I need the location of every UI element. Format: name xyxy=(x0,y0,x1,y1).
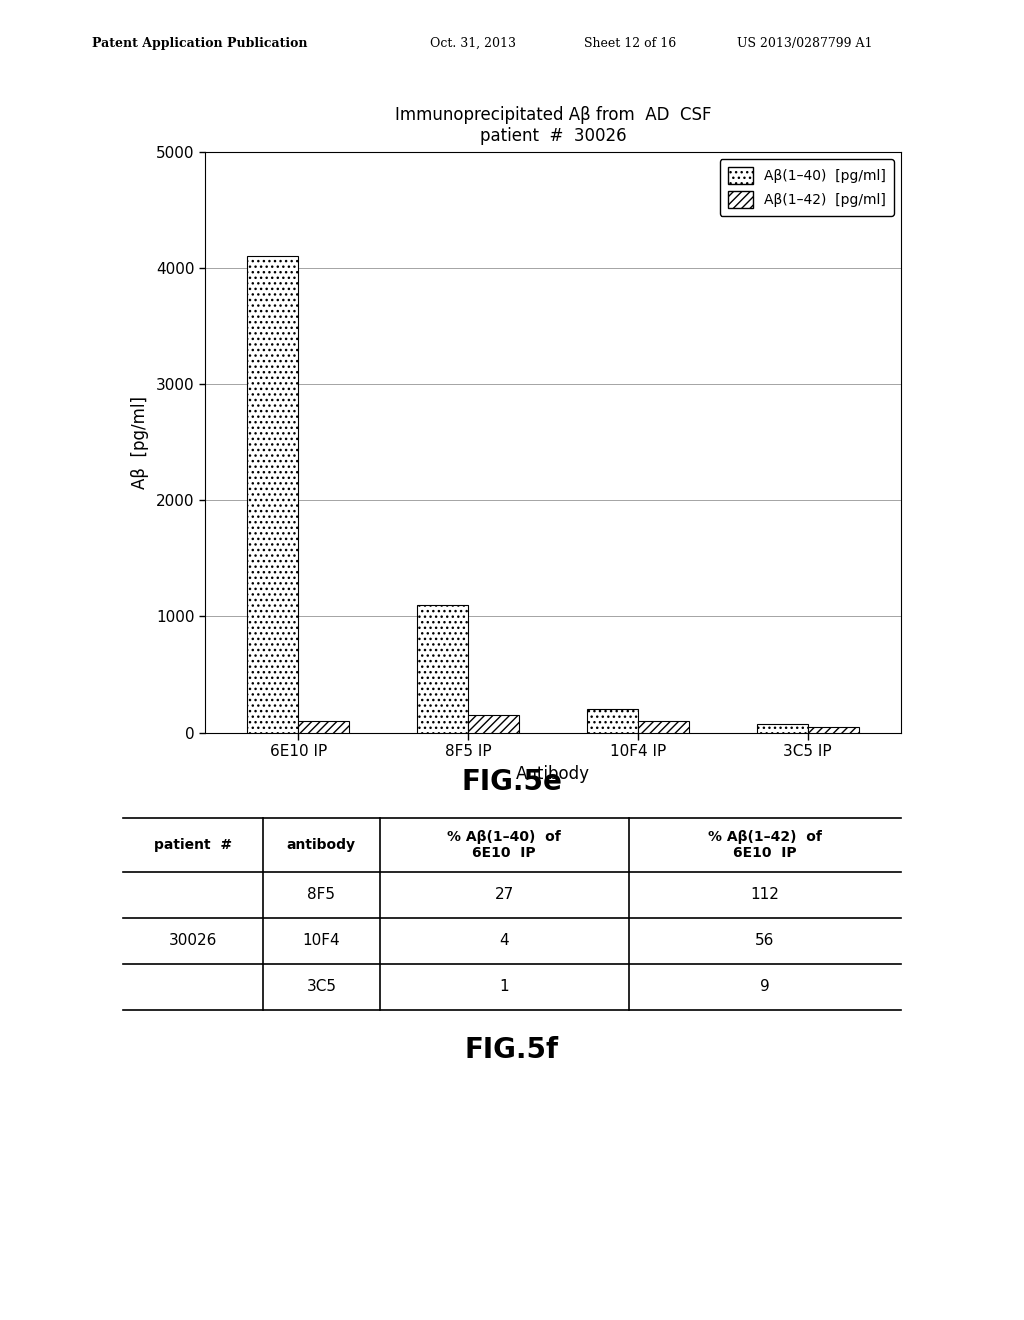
Text: Sheet 12 of 16: Sheet 12 of 16 xyxy=(584,37,676,50)
Text: US 2013/0287799 A1: US 2013/0287799 A1 xyxy=(737,37,872,50)
Text: % Aβ(1–40)  of
6E10  IP: % Aβ(1–40) of 6E10 IP xyxy=(447,830,561,861)
Text: 1: 1 xyxy=(500,979,509,994)
Text: 56: 56 xyxy=(756,933,774,948)
Text: Oct. 31, 2013: Oct. 31, 2013 xyxy=(430,37,516,50)
Bar xyxy=(417,605,468,733)
X-axis label: Antibody: Antibody xyxy=(516,766,590,783)
Bar xyxy=(468,715,519,733)
Text: 8F5: 8F5 xyxy=(307,887,335,903)
Text: % Aβ(1–42)  of
6E10  IP: % Aβ(1–42) of 6E10 IP xyxy=(708,830,822,861)
Text: 9: 9 xyxy=(760,979,770,994)
Text: antibody: antibody xyxy=(287,838,355,853)
Bar xyxy=(247,256,298,733)
Bar xyxy=(298,721,349,733)
Text: 27: 27 xyxy=(495,887,514,903)
Text: patient  #: patient # xyxy=(154,838,232,853)
Text: 30026: 30026 xyxy=(169,933,217,948)
Text: Patent Application Publication: Patent Application Publication xyxy=(92,37,307,50)
Bar xyxy=(638,721,689,733)
Text: 112: 112 xyxy=(751,887,779,903)
Legend: Aβ(1–40)  [pg/ml], Aβ(1–42)  [pg/ml]: Aβ(1–40) [pg/ml], Aβ(1–42) [pg/ml] xyxy=(720,158,894,216)
Text: 3C5: 3C5 xyxy=(306,979,336,994)
Bar xyxy=(808,727,859,733)
Y-axis label: Aβ  [pg/ml]: Aβ [pg/ml] xyxy=(131,396,148,488)
Text: FIG.5f: FIG.5f xyxy=(465,1036,559,1064)
Title: Immunoprecipitated Aβ from  AD  CSF
patient  #  30026: Immunoprecipitated Aβ from AD CSF patien… xyxy=(394,106,712,145)
Text: 10F4: 10F4 xyxy=(302,933,340,948)
Text: 4: 4 xyxy=(500,933,509,948)
Bar xyxy=(587,709,638,733)
Text: FIG.5e: FIG.5e xyxy=(462,768,562,796)
Bar xyxy=(757,723,808,733)
